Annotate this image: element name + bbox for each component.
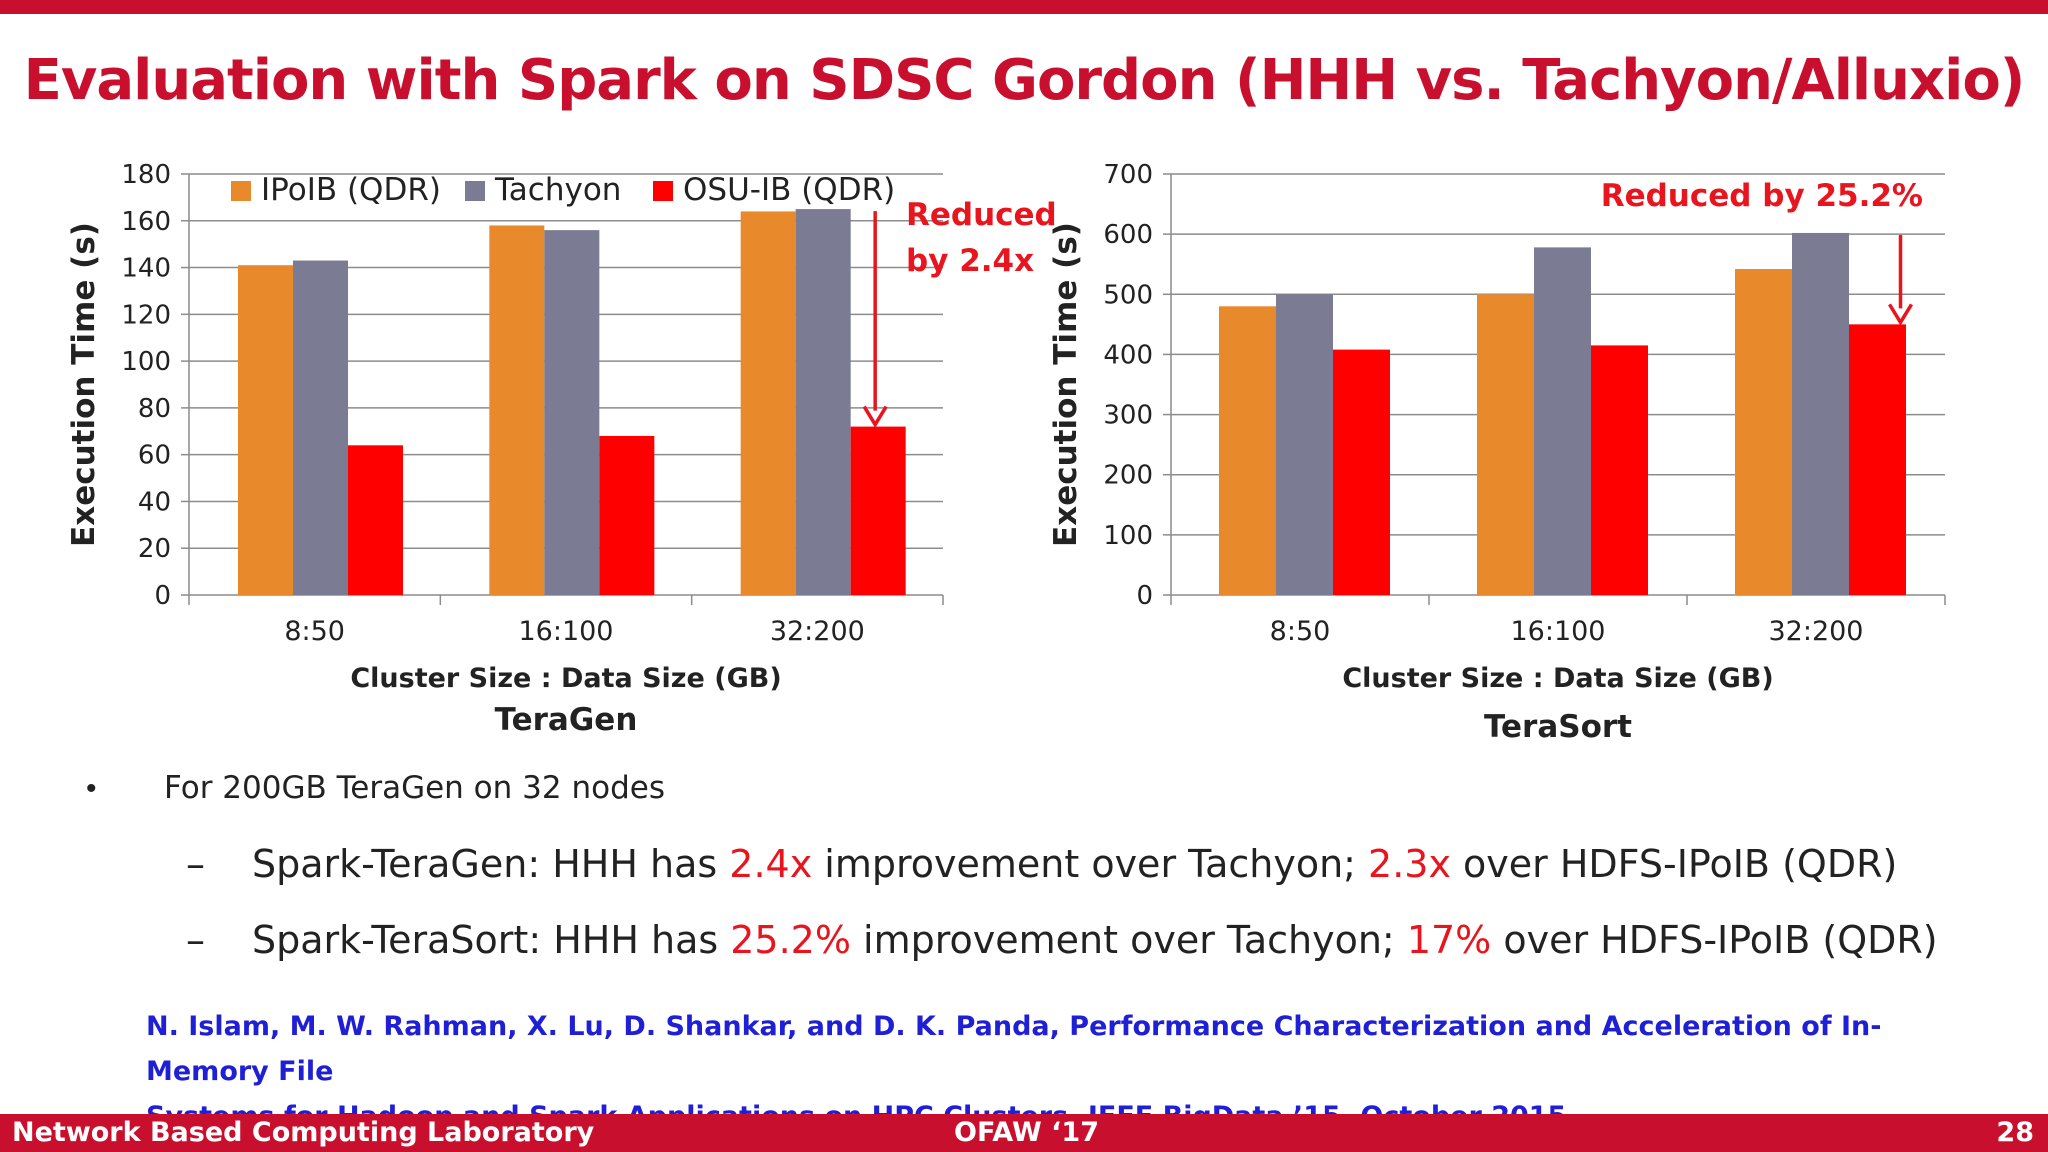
terasort-x-tick-label: 16:100 [1511,616,1606,647]
teragen-y-tick-label: 0 [154,581,171,611]
teragen-bar-2-2 [850,426,906,595]
top-accent-bar [0,0,2048,14]
footer-lab: Network Based Computing Laboratory [12,1117,595,1148]
terasort-bar-0-2 [1735,269,1792,595]
teragen-y-tick-label: 180 [121,160,171,190]
teragen-y-tick-label: 140 [121,254,171,284]
footer-page-number: 28 [1996,1117,2034,1148]
teragen-x-tick-label: 8:50 [284,616,345,647]
bullet-main: For 200GB TeraGen on 32 nodes [164,770,665,806]
teragen-bar-1-0 [293,260,348,595]
teragen-annotation-arrow-head [862,405,888,428]
terasort-chart-title: TeraSort [1484,709,1632,745]
teragen-annotation-text: by 2.4x [906,243,1034,279]
teragen-bar-1-2 [795,209,851,596]
teragen-legend-swatch-0 [231,181,251,201]
teragen-legend-swatch-2 [653,181,673,201]
terasort-y-tick-label: 600 [1103,220,1153,250]
teragen-y-tick-label: 60 [138,441,171,471]
teragen-legend-label-1: Tachyon [494,172,621,208]
terasort-bar-1-2 [1792,232,1849,595]
terasort-x-tick-label: 8:50 [1270,616,1331,647]
terasort-y-tick-label: 400 [1103,340,1153,370]
teragen-y-tick-label: 20 [138,534,171,564]
teragen-chart: 0 20 40 60 80 100 120 140 160 180 8:50 16:100 32:200… [66,160,1057,738]
teragen-y-tick-label: 80 [138,394,171,424]
terasort-y-tick-label: 100 [1103,521,1153,551]
teragen-legend-label-0: IPoIB (QDR) [261,172,441,208]
teragen-y-tick-label: 40 [138,487,171,517]
terasort-annotation-arrow-head [1888,303,1913,326]
terasort-bar-0-1 [1477,294,1534,595]
terasort-chart: 0 100 200 300 400 500 600 700 8:50 16:100 32:200 Cl… [1048,160,1946,745]
sub-bullet-terasort: Spark-TeraSort: HHH has 25.2% improvemen… [252,918,1938,962]
teragen-bar-0-2 [740,211,796,595]
footer-bar: Network Based Computing Laboratory OFAW … [0,1114,2048,1152]
citation-line-1: N. Islam, M. W. Rahman, X. Lu, D. Shanka… [146,1011,1882,1087]
teragen-y-tick-label: 120 [121,300,171,330]
dash-1: – [186,842,205,886]
terasort-bar-2-0 [1333,349,1390,595]
terasort-x-axis-label: Cluster Size : Data Size (GB) [1342,663,1773,694]
teragen-x-axis-label: Cluster Size : Data Size (GB) [350,663,781,694]
teragen-bar-2-1 [599,435,655,595]
teragen-y-tick-label: 160 [121,207,171,237]
terasort-y-tick-label: 0 [1136,581,1153,611]
footer-event: OFAW ‘17 [954,1117,1099,1148]
teragen-x-tick-label: 32:200 [770,616,865,647]
terasort-annotation-text: Reduced by 25.2% [1601,178,1923,214]
terasort-bar-1-1 [1534,247,1591,596]
teragen-bar-2-0 [348,445,403,595]
terasort-bar-1-0 [1276,294,1333,595]
bullet-dot: • [86,772,97,805]
terasort-y-tick-label: 500 [1103,280,1153,310]
terasort-x-tick-label: 32:200 [1769,616,1864,647]
terasort-bar-2-1 [1591,345,1648,595]
teragen-chart-title: TeraGen [495,702,638,738]
teragen-legend-label-2: OSU-IB (QDR) [683,172,895,208]
teragen-y-tick-label: 100 [121,347,171,377]
teragen-bar-0-1 [489,225,545,595]
dash-2: – [186,918,205,962]
terasort-y-tick-label: 300 [1103,401,1153,431]
teragen-bar-0-0 [238,265,293,595]
teragen-bar-1-1 [544,230,600,595]
terasort-y-axis-label: Execution Time (s) [1048,222,1084,547]
teragen-y-axis-label: Execution Time (s) [66,222,102,547]
terasort-bar-0-0 [1219,306,1276,595]
teragen-x-tick-label: 16:100 [519,616,614,647]
teragen-annotation-text: Reduced [906,197,1057,233]
slide-title: Evaluation with Spark on SDSC Gordon (HH… [23,48,2026,113]
sub-bullet-teragen: Spark-TeraGen: HHH has 2.4x improvement … [252,842,1898,886]
teragen-legend-swatch-1 [465,181,485,201]
terasort-bar-2-2 [1849,324,1906,595]
terasort-y-tick-label: 200 [1103,461,1153,491]
terasort-y-tick-label: 700 [1103,160,1153,190]
